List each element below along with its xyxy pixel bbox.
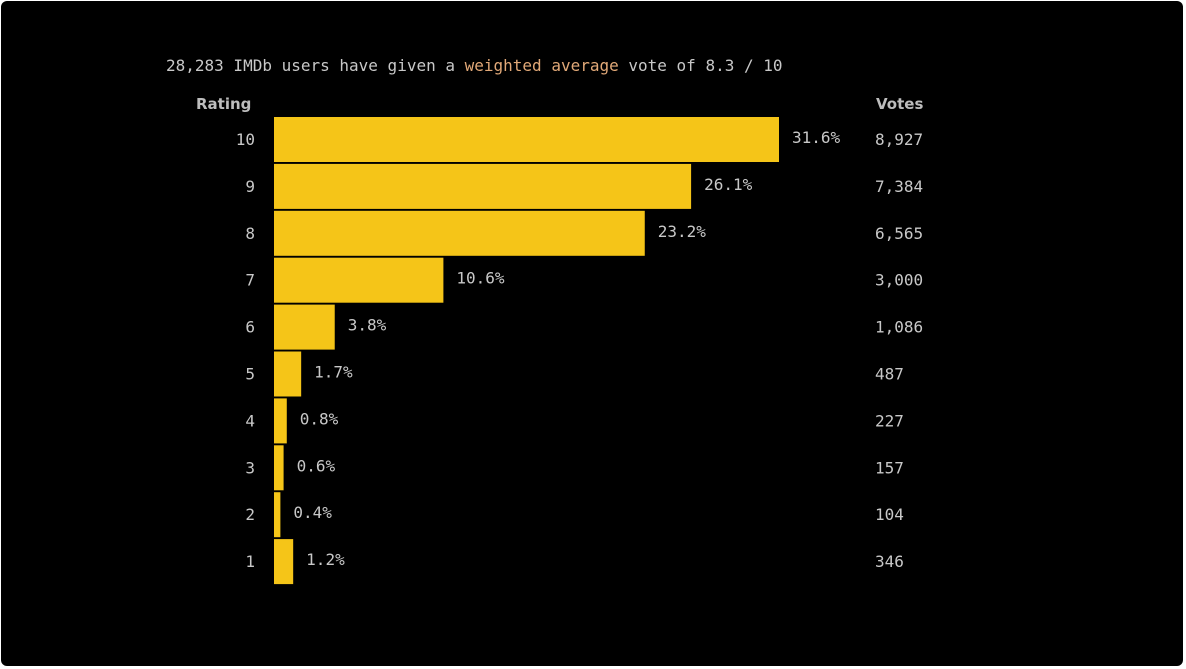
- percent-label: 1.2%: [306, 550, 345, 569]
- rating-label: 9: [245, 177, 255, 196]
- rating-label: 1: [245, 552, 255, 571]
- summary-prefix: 28,283 IMDb users have given a: [166, 56, 465, 75]
- percent-label: 1.7%: [314, 363, 353, 382]
- rating-bar-10[interactable]: [274, 117, 779, 162]
- summary-suffix: vote of 8.3 / 10: [618, 56, 783, 75]
- rating-label: 2: [245, 505, 255, 524]
- rating-label: 7: [245, 271, 255, 290]
- rating-label: 4: [245, 411, 255, 430]
- rating-label: 10: [236, 130, 255, 149]
- rating-label: 3: [245, 458, 255, 477]
- votes-count: 104: [875, 505, 904, 524]
- rating-bar-9[interactable]: [274, 163, 692, 209]
- votes-count: 487: [875, 365, 904, 384]
- votes-count: 6,565: [875, 224, 923, 243]
- rating-bar-8[interactable]: [274, 210, 645, 256]
- votes-count: 3,000: [875, 271, 923, 290]
- percent-label: 10.6%: [456, 269, 505, 288]
- rating-bar-4[interactable]: [274, 398, 287, 444]
- percent-label: 3.8%: [348, 316, 387, 335]
- percent-label: 26.1%: [704, 175, 753, 194]
- percent-label: 0.4%: [293, 503, 332, 522]
- votes-count: 7,384: [875, 177, 923, 196]
- percent-label: 23.2%: [658, 222, 707, 241]
- percent-label: 0.6%: [297, 456, 336, 475]
- percent-label: 0.8%: [300, 409, 339, 428]
- rating-bar-3[interactable]: [274, 445, 284, 491]
- votes-column-header: Votes: [876, 95, 924, 113]
- percent-label: 31.6%: [792, 128, 841, 147]
- votes-count: 157: [875, 458, 904, 477]
- votes-count: 227: [875, 411, 904, 430]
- rating-bar-2[interactable]: [274, 492, 281, 538]
- rating-bar-7[interactable]: [274, 257, 444, 303]
- rating-label: 5: [245, 365, 255, 384]
- votes-count: 346: [875, 552, 904, 571]
- rating-label: 6: [245, 318, 255, 337]
- rating-bar-6[interactable]: [274, 304, 335, 350]
- rating-label: 8: [245, 224, 255, 243]
- rating-bar-5[interactable]: [274, 351, 302, 397]
- weighted-average-link[interactable]: weighted average: [464, 56, 619, 75]
- rating-bar-1[interactable]: [274, 539, 294, 585]
- rating-summary: 28,283 IMDb users have given a weighted …: [166, 56, 783, 75]
- rating-column-header: Rating: [196, 95, 252, 113]
- votes-count: 8,927: [875, 130, 923, 149]
- votes-count: 1,086: [875, 318, 923, 337]
